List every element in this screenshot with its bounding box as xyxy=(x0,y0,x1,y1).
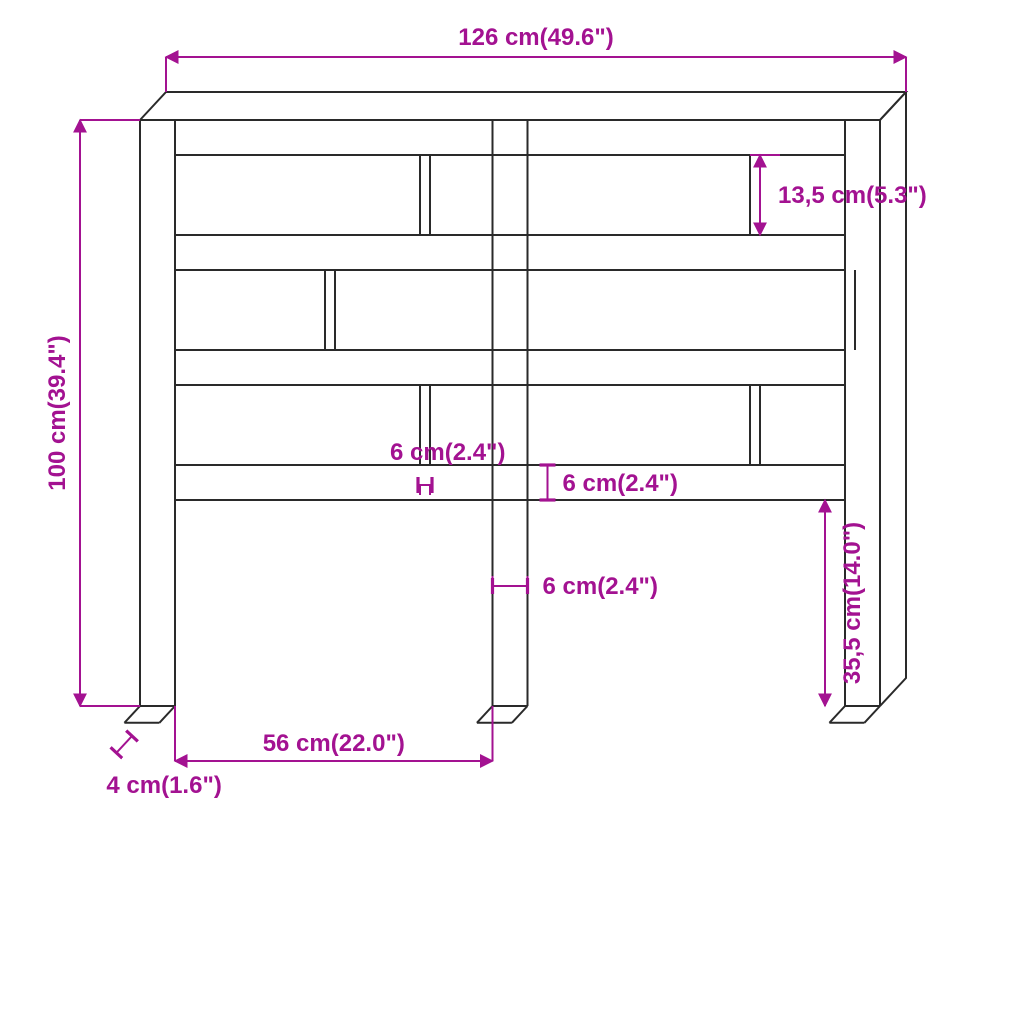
dim-6cm-2: 6 cm(2.4") xyxy=(563,470,678,497)
dim-6cm-1: 6 cm(2.4") xyxy=(390,439,505,466)
dim-depth: 4 cm(1.6") xyxy=(106,772,221,799)
dim-section-width: 56 cm(22.0") xyxy=(263,730,405,757)
dim-6cm-3: 6 cm(2.4") xyxy=(543,573,658,600)
headboard-dimension-diagram: 126 cm(49.6") 100 cm(39.4") 13,5 cm(5.3") 6… xyxy=(0,0,1024,1024)
dim-leg-height: 35,5 cm(14.0") xyxy=(839,522,866,684)
dim-height-left: 100 cm(39.4") xyxy=(44,335,71,490)
dim-slat-height: 13,5 cm(5.3") xyxy=(778,182,927,209)
dim-width-top: 126 cm(49.6") xyxy=(458,24,613,51)
